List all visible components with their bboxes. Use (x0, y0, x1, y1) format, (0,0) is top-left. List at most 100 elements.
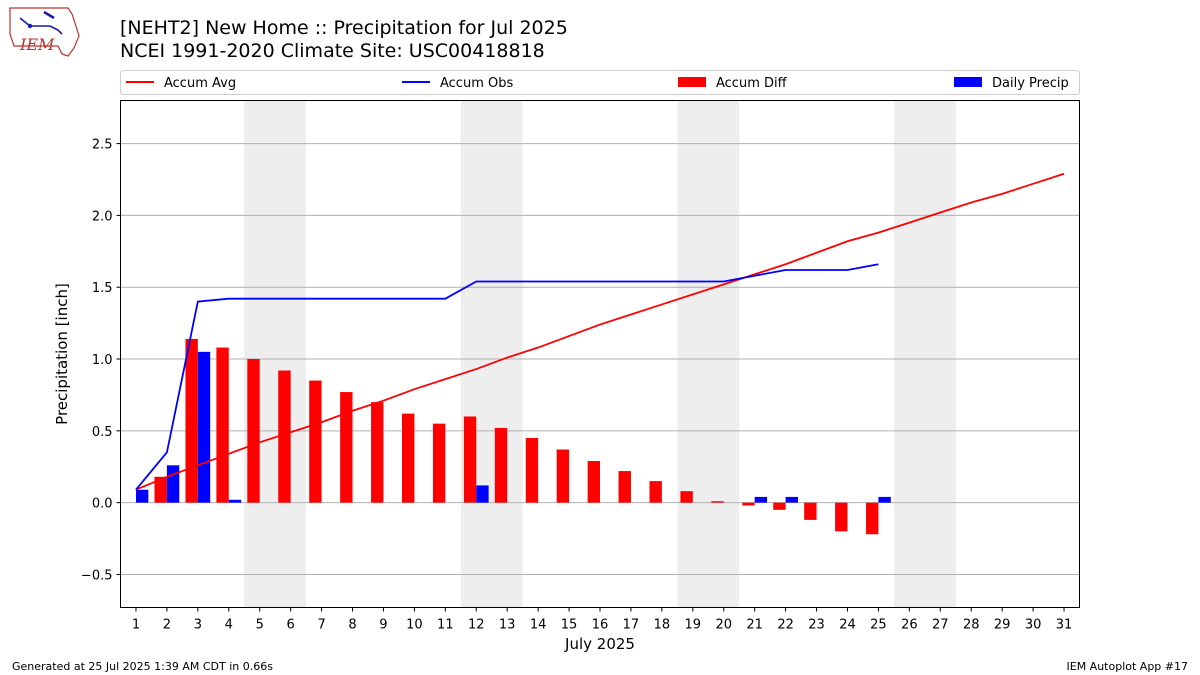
x-axis-ticks: 1 2 3 4 5 6 7 8 9 10 11 12 13 14 15 16 17 18 19 20 21 22 23 24 2… (132, 607, 1073, 633)
iowa-outline-shape (9, 7, 80, 57)
y-tick-label: −0.5 (81, 568, 113, 583)
accum-diff-bar (525, 438, 539, 503)
accum-diff-bar (432, 423, 446, 503)
y-tick-label: 0.0 (92, 497, 113, 512)
weekend-band (460, 100, 523, 608)
x-tick-label: 5 (256, 618, 264, 633)
logo-dot-shape (27, 23, 33, 29)
x-tick-label: 9 (379, 618, 387, 633)
y-axis-label: Precipitation [inch] (53, 283, 71, 425)
x-tick-label: 25 (870, 618, 887, 633)
x-tick-label: 29 (994, 618, 1011, 633)
weekend-band (893, 100, 956, 608)
y-tick-label: 0.5 (92, 425, 113, 440)
x-tick-label: 23 (808, 618, 825, 633)
y-tick-label: 2.0 (92, 209, 113, 224)
accum-diff-bar (402, 413, 415, 503)
line-group (135, 172, 1065, 491)
legend-label-3: Daily Precip (992, 76, 1069, 91)
accum-diff-bar (185, 338, 198, 503)
logo-line-shape (19, 17, 63, 35)
legend-label-0: Accum Avg (164, 76, 236, 91)
legend-frame (120, 70, 1080, 95)
x-tick-label: 19 (685, 618, 702, 633)
accum-diff-bar (278, 370, 291, 503)
accum-diff-bar (340, 392, 353, 503)
accum-diff-bar (680, 491, 693, 503)
legend[interactable]: Accum Avg Accum Obs Accum Diff Daily Precip (120, 70, 1080, 95)
x-tick-label: 11 (437, 618, 454, 633)
x-tick-label: 28 (963, 618, 980, 633)
daily-precip-bar (785, 496, 798, 503)
x-tick-label: 1 (132, 618, 140, 633)
accum-diff-bar (649, 481, 662, 503)
y-tick-label: 1.5 (92, 281, 113, 296)
y-axis-ticks: −0.5 0.0 0.5 1.0 1.5 2.0 2.5 (81, 138, 121, 583)
y-tick-label: 1.0 (92, 353, 113, 368)
x-tick-label: 6 (287, 618, 295, 633)
accum-avg-line (135, 172, 1065, 491)
logo-stroke-shape (43, 10, 55, 20)
app-note: IEM Autoplot App #17 (1066, 660, 1189, 673)
daily-precip-bar (166, 465, 180, 503)
accum-diff-bar (618, 471, 631, 503)
accum-diff-bar (711, 501, 724, 503)
accum-diff-bar (216, 347, 229, 503)
generated-note: Generated at 25 Jul 2025 1:39 AM CDT in … (12, 660, 273, 673)
legend-label-1: Accum Obs (440, 76, 513, 91)
weekend-band (677, 100, 740, 608)
x-tick-label: 2 (163, 618, 171, 633)
x-tick-label: 13 (499, 618, 516, 633)
daily-precip-bar (476, 485, 489, 503)
accum-diff-bar (309, 380, 322, 503)
x-tick-label: 12 (468, 618, 485, 633)
x-tick-label: 21 (746, 618, 763, 633)
weekend-shading-group (244, 100, 956, 608)
accum-diff-bar (587, 461, 600, 503)
weekend-band (244, 100, 307, 608)
accum-diff-bar (494, 427, 508, 503)
daily-precip-bar (878, 496, 891, 503)
accum-diff-bar (773, 502, 786, 510)
logo-text: IEM (19, 35, 55, 54)
accum-obs-line (135, 263, 879, 491)
daily-precip-bar (228, 499, 242, 503)
bar-group (135, 338, 891, 535)
accum-diff-bar (835, 502, 848, 532)
x-tick-label: 18 (654, 618, 671, 633)
daily-precip-bar (754, 496, 768, 503)
x-tick-label: 20 (715, 618, 732, 633)
x-tick-label: 17 (623, 618, 640, 633)
legend-label-2: Accum Diff (716, 76, 788, 91)
accum-diff-bar (154, 476, 167, 503)
accum-diff-bar (463, 416, 477, 503)
x-tick-label: 15 (561, 618, 578, 633)
x-axis-label: July 2025 (564, 635, 635, 653)
x-tick-label: 16 (592, 618, 609, 633)
x-tick-label: 7 (317, 618, 325, 633)
accum-diff-bar (742, 502, 755, 506)
x-tick-label: 30 (1025, 618, 1042, 633)
chart-title: [NEHT2] New Home :: Precipitation for Ju… (120, 17, 568, 39)
chart-subtitle: NCEI 1991-2020 Climate Site: USC00418818 (120, 40, 545, 62)
accum-diff-bar (804, 502, 817, 520)
x-tick-label: 3 (194, 618, 202, 633)
accum-diff-bar (371, 402, 384, 503)
x-tick-label: 31 (1056, 618, 1073, 633)
iem-iowa-logo-icon[interactable]: IEM (6, 4, 82, 60)
accum-diff-bar (247, 359, 260, 503)
y-tick-label: 2.5 (92, 138, 113, 153)
x-tick-label: 27 (932, 618, 949, 633)
legend-swatch-2 (678, 77, 706, 87)
legend-swatch-3 (954, 77, 982, 87)
x-tick-label: 8 (348, 618, 356, 633)
x-tick-label: 26 (901, 618, 918, 633)
accum-diff-bar (556, 449, 570, 503)
x-tick-label: 22 (777, 618, 794, 633)
accum-diff-bar (866, 502, 879, 535)
x-tick-label: 10 (406, 618, 423, 633)
daily-precip-bar (135, 489, 149, 503)
x-tick-label: 4 (225, 618, 233, 633)
x-tick-label: 14 (530, 618, 547, 633)
